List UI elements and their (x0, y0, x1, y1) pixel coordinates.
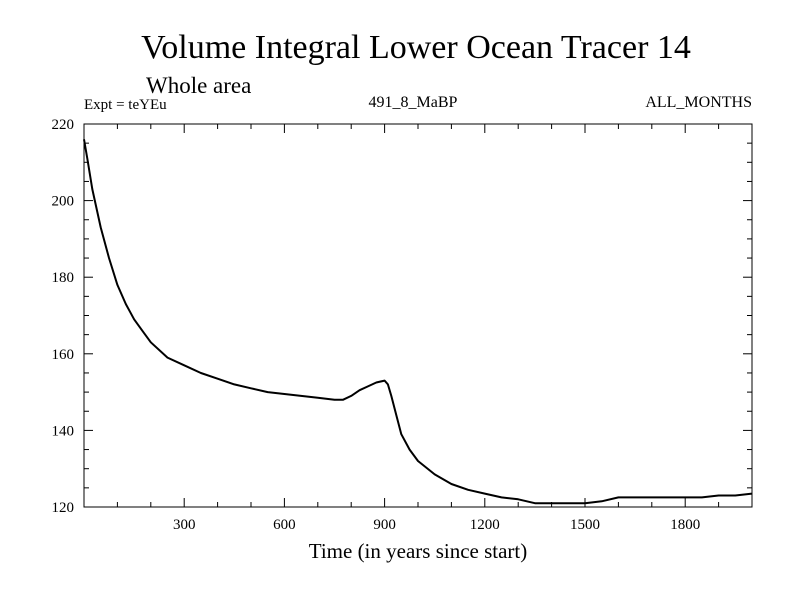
period-label: 491_8_MaBP (369, 94, 458, 111)
months-label: ALL_MONTHS (645, 94, 752, 111)
chart-title: Volume Integral Lower Ocean Tracer 14 (141, 29, 691, 66)
x-axis-label: Time (in years since start) (309, 539, 528, 563)
y-tick-label: 140 (52, 423, 75, 439)
y-tick-label: 160 (52, 347, 75, 363)
x-tick-label: 1500 (570, 517, 600, 533)
series-line (83, 139, 753, 505)
x-tick-label: 1200 (470, 517, 500, 533)
x-tick-label: 600 (273, 517, 296, 533)
y-tick-label: 220 (52, 117, 75, 133)
plot-frame (83, 123, 753, 508)
y-tick-label: 200 (52, 194, 75, 210)
chart-subtitle: Whole area (146, 73, 251, 98)
x-axis-ticks: 300 600 900 1200 1500 1800 (116, 124, 720, 533)
experiment-label: Expt = teYEu (84, 97, 167, 113)
y-tick-label: 120 (52, 500, 75, 516)
y-axis-ticks: 120 140 160 180 200 220 (52, 117, 752, 516)
x-tick-label: 900 (373, 517, 396, 533)
x-tick-label: 300 (173, 517, 196, 533)
y-tick-label: 180 (52, 270, 75, 286)
x-tick-label: 1800 (670, 517, 700, 533)
